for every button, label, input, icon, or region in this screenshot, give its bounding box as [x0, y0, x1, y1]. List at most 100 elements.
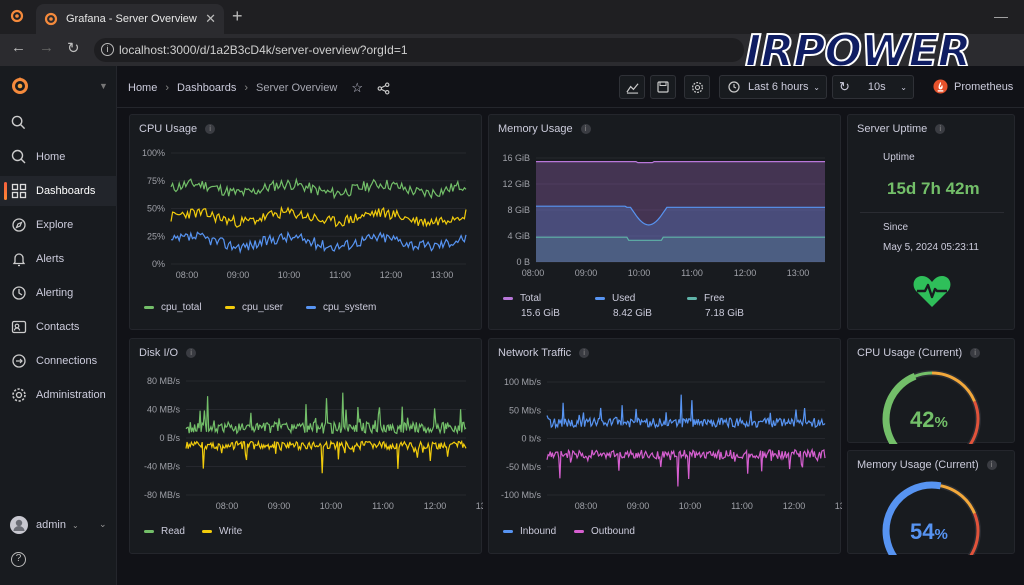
sidebar-item-alerts[interactable]: Alerts	[0, 244, 117, 274]
server-uptime-panel[interactable]: Server Uptime i Uptime 15d 7h 42m Since M…	[847, 114, 1015, 330]
legend-cpu-system[interactable]: cpu_system	[306, 302, 376, 313]
grafana-logo-icon[interactable]	[10, 76, 30, 96]
x-tick-label: 09:00	[627, 501, 650, 511]
info-icon[interactable]: i	[970, 348, 981, 358]
info-icon[interactable]: i	[986, 460, 997, 470]
sidebar-item-label: Home	[36, 151, 66, 163]
sidebar-item-label: Connections	[36, 355, 98, 367]
sidebar-item-label: Dashboards	[36, 185, 96, 197]
x-tick-label: 08:00	[522, 268, 545, 278]
legend-inbound[interactable]: Inbound	[503, 526, 556, 537]
panel-title: Server Uptime i	[857, 123, 946, 135]
legend-write[interactable]: Write	[202, 526, 242, 537]
memory-gauge-panel[interactable]: Memory Usage (Current) i 54%	[847, 450, 1015, 555]
time-range-picker[interactable]: Last 6 hours ⌄	[719, 75, 827, 99]
back-icon[interactable]: ←	[11, 39, 26, 56]
memory-chart: 16 GiB 12 GiB 8 GiB 4 GiB 0 B08:00 09:00 10:00…	[502, 153, 825, 278]
legend-cpu-total[interactable]: cpu_total	[144, 302, 202, 313]
info-icon[interactable]: i	[580, 124, 591, 134]
dashboard-settings-button[interactable]	[684, 75, 710, 99]
x-tick-label: 13:00	[787, 268, 810, 278]
y-tick-label: 0 b/s	[521, 434, 541, 444]
cpu-gauge-panel[interactable]: CPU Usage (Current) i 42%	[847, 338, 1015, 444]
cpu-usage-panel[interactable]: CPU Usage i 100% 75% 50% 25% 0% 08:00 09:00 10:0…	[129, 114, 482, 330]
legend-total[interactable]: Total	[503, 293, 541, 304]
reload-icon[interactable]: ↻	[67, 40, 80, 57]
legend-free-value: 7.18 GiB	[705, 308, 744, 319]
legend-label: cpu_user	[242, 302, 284, 313]
url-input[interactable]: i localhost:3000/d/1a2B3cD4k/server-over…	[94, 38, 744, 62]
panel-title: Network Traffic i	[498, 347, 590, 359]
address-bar-row: ← → ↻ i localhost:3000/d/1a2B3cD4k/serve…	[0, 34, 1024, 66]
minimize-icon[interactable]: —	[994, 8, 1008, 24]
legend-swatch	[225, 306, 235, 309]
contacts-icon	[11, 320, 27, 334]
gauge-unit: %	[934, 526, 948, 543]
sidebar-item-explore[interactable]: Explore	[0, 210, 117, 240]
y-tick-label: 50%	[147, 204, 165, 214]
disk-chart: 80 MB/s 40 MB/s 0 B/s -40 MB/s -80 MB/s 08:00…	[144, 376, 483, 511]
user-name: admin	[36, 519, 66, 531]
disk-io-panel[interactable]: Disk I/O i 80 MB/s 40 MB/s 0 B/s -40 MB/s -80…	[129, 338, 483, 554]
close-tab-icon[interactable]: ✕	[205, 11, 216, 26]
x-tick-label: 12:00	[783, 501, 806, 511]
share-icon[interactable]	[377, 82, 390, 95]
panel-title: Disk I/O i	[139, 347, 197, 359]
connections-icon	[12, 354, 26, 368]
heart-pulse-icon	[913, 276, 951, 307]
breadcrumb: Home › Dashboards › Server Overview ☆	[128, 80, 390, 96]
new-tab-icon[interactable]: +	[232, 6, 243, 26]
forward-icon[interactable]: →	[39, 39, 54, 56]
panel-title-text: Disk I/O	[139, 347, 179, 359]
search-icon[interactable]	[11, 115, 26, 130]
legend-cpu-user[interactable]: cpu_user	[225, 302, 283, 313]
sidebar-item-label: Administration	[36, 389, 106, 401]
datasource-picker[interactable]: Prometheus	[933, 79, 1013, 94]
info-icon[interactable]: i	[935, 124, 946, 134]
sidebar-item-alerting[interactable]: Alerting	[0, 278, 117, 308]
save-icon	[657, 81, 669, 93]
sidebar-item-administration[interactable]: Administration	[0, 380, 117, 410]
legend-read[interactable]: Read	[144, 526, 185, 537]
site-info-icon[interactable]: i	[101, 43, 114, 56]
write-line	[185, 439, 467, 474]
panel-title-text: Network Traffic	[498, 347, 572, 359]
grafana-pinned-icon[interactable]	[10, 9, 24, 23]
y-tick-label: 0 B/s	[159, 433, 180, 443]
x-tick-label: 09:00	[227, 270, 250, 280]
star-icon[interactable]: ☆	[351, 80, 363, 95]
legend-used[interactable]: Used	[595, 293, 635, 304]
help-icon[interactable]: ?	[11, 552, 26, 567]
alerting-icon	[12, 286, 26, 300]
legend-label: Outbound	[591, 526, 635, 537]
info-icon[interactable]: i	[205, 124, 216, 134]
breadcrumb-home[interactable]: Home	[128, 82, 158, 94]
legend-outbound[interactable]: Outbound	[574, 526, 635, 537]
memory-gauge-value: 54%	[910, 519, 948, 545]
sidebar-item-contacts[interactable]: Contacts	[0, 312, 117, 342]
add-panel-button[interactable]	[619, 75, 645, 99]
info-icon[interactable]: i	[579, 348, 590, 358]
inbound-line	[546, 394, 826, 430]
x-tick-label: 12:00	[380, 270, 403, 280]
collapse-menu-icon[interactable]: ▼	[99, 81, 108, 91]
chevron-down-icon[interactable]: ⌄	[99, 519, 107, 529]
sidebar-item-home[interactable]: Home	[0, 142, 117, 172]
gauge-number: 54	[910, 519, 935, 544]
sidebar-item-connections[interactable]: Connections	[0, 346, 117, 376]
legend-free[interactable]: Free	[687, 293, 725, 304]
breadcrumb-dashboards[interactable]: Dashboards	[177, 82, 237, 94]
legend-label: Write	[219, 526, 243, 537]
network-traffic-panel[interactable]: Network Traffic i 100 Mb/s 50 Mb/s 0 b/s -50…	[488, 338, 842, 554]
sidebar-item-dashboards[interactable]: Dashboards	[0, 176, 117, 206]
user-menu[interactable]: admin ⌄	[10, 516, 79, 534]
refresh-picker[interactable]: ↻ 10s ⌄	[832, 75, 914, 99]
refresh-icon[interactable]: ↻	[839, 79, 850, 94]
sidebar-item-label: Contacts	[36, 321, 80, 333]
save-dashboard-button[interactable]	[650, 75, 676, 99]
legend-label: Read	[161, 526, 185, 537]
panel-title-text: CPU Usage (Current)	[857, 347, 963, 359]
info-icon[interactable]: i	[186, 348, 197, 358]
browser-tab[interactable]: Grafana - Server Overview ✕	[36, 4, 224, 34]
